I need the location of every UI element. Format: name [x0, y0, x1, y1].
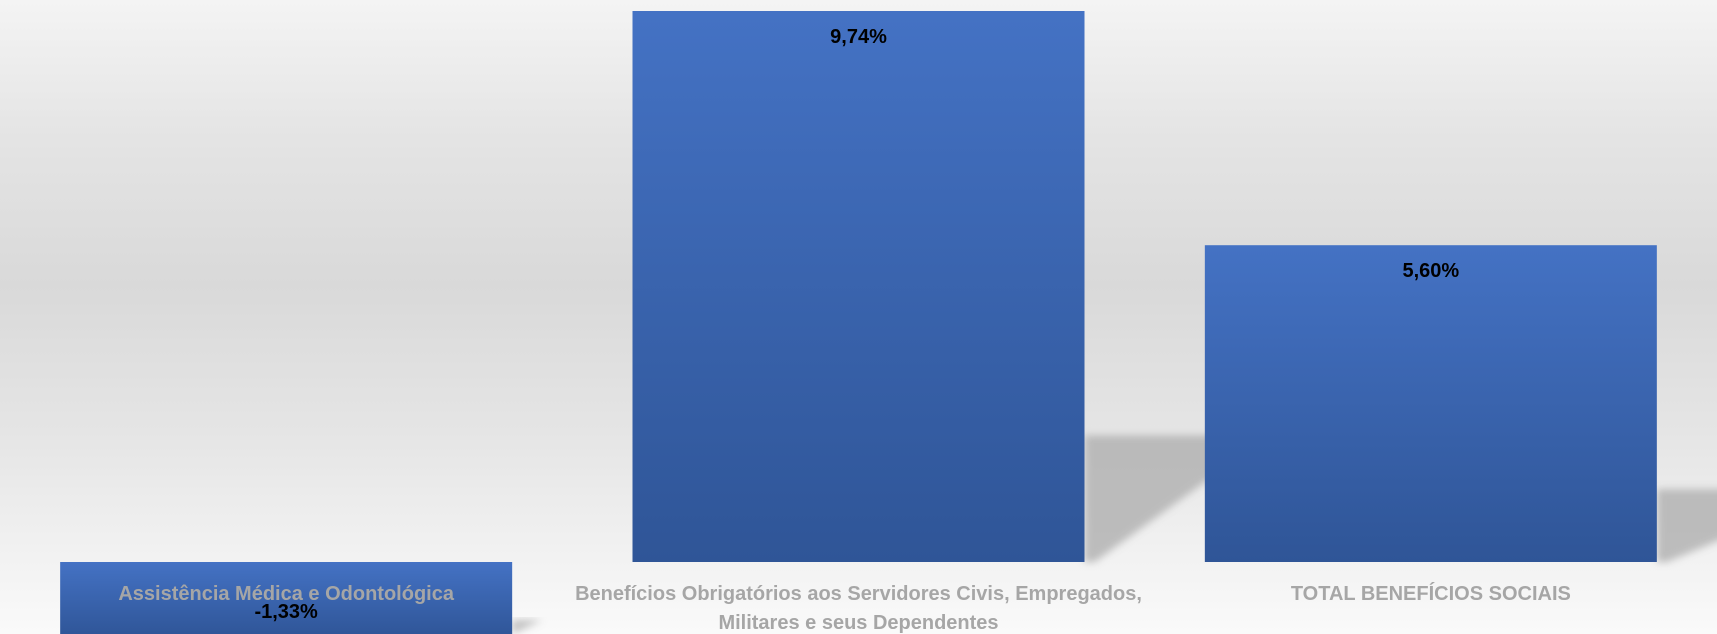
bar	[60, 562, 513, 634]
category-label: Benefícios Obrigatórios aos Servidores C…	[575, 583, 1142, 634]
bar	[632, 11, 1085, 562]
category-label: TOTAL BENEFÍCIOS SOCIAIS	[1291, 582, 1571, 605]
data-label: 5,60%	[1402, 260, 1459, 282]
category-label-line: TOTAL BENEFÍCIOS SOCIAIS	[1291, 582, 1571, 605]
category-label: Assistência Médica e Odontológica	[118, 583, 455, 605]
data-label: -1,33%	[254, 601, 318, 623]
bar	[1204, 245, 1657, 562]
category-label-line: Benefícios Obrigatórios aos Servidores C…	[575, 583, 1142, 605]
category-labels: Assistência Médica e Odontológica Benefíc…	[118, 582, 1571, 634]
data-label: 9,74%	[830, 26, 887, 48]
category-label-line: Militares e seus Dependentes	[718, 612, 998, 634]
bar-shadow	[1656, 489, 1717, 562]
bars	[60, 11, 1657, 634]
data-labels: -1,33% 9,74% 5,60%	[254, 26, 1459, 623]
category-label-line: Assistência Médica e Odontológica	[118, 583, 455, 605]
bar-shadow	[512, 620, 543, 634]
